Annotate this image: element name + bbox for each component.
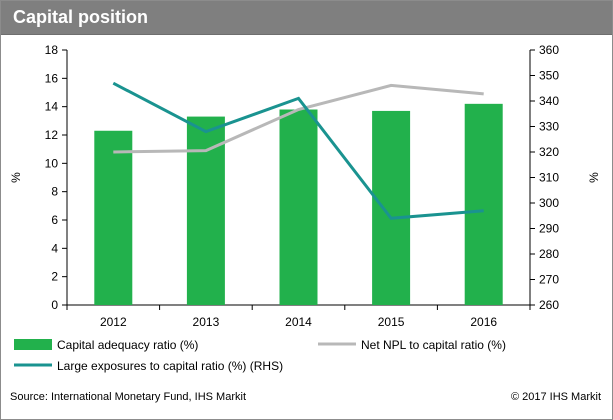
right-tick-label: 340	[539, 94, 559, 108]
right-tick-label: 330	[539, 120, 559, 134]
bar-capital-adequacy	[186, 116, 225, 305]
left-tick-label: 0	[51, 298, 58, 312]
right-axis-label: %	[587, 172, 601, 183]
line-net-npl	[113, 83, 484, 154]
left-tick-label: 14	[45, 100, 59, 114]
bar-capital-adequacy	[372, 110, 411, 306]
right-tick-label: 320	[539, 145, 559, 159]
left-tick-label: 4	[51, 241, 58, 255]
left-tick-label: 8	[51, 185, 58, 199]
right-tick-label: 260	[539, 298, 559, 312]
left-tick-label: 2	[51, 270, 58, 284]
left-tick-label: 12	[45, 128, 59, 142]
right-tick-label: 280	[539, 247, 559, 261]
legend-net-npl-label: Net NPL to capital ratio (%)	[361, 338, 506, 352]
line-large-exposures	[112, 81, 484, 220]
right-tick-label: 300	[539, 196, 559, 210]
right-tick-label: 310	[539, 171, 559, 185]
legend-capital-adequacy-label: Capital adequacy ratio (%)	[57, 338, 198, 352]
left-axis-label: %	[9, 172, 23, 183]
copyright-note: © 2017 IHS Markit	[510, 391, 601, 403]
legend-large-exposures-label: Large exposures to capital ratio (%) (RH…	[57, 359, 283, 373]
right-tick-label: 360	[539, 43, 559, 57]
bar-capital-adequacy	[464, 103, 503, 305]
right-tick-label: 270	[539, 273, 559, 287]
title-bar: Capital position	[1, 1, 612, 35]
left-tick-label: 18	[45, 43, 59, 57]
bar-capital-adequacy	[94, 130, 133, 305]
left-tick-label: 6	[51, 213, 58, 227]
x-tick-label: 2012	[100, 315, 127, 329]
right-tick-label: 350	[539, 69, 559, 83]
left-tick-label: 16	[45, 71, 59, 85]
bar-capital-adequacy	[279, 109, 318, 305]
x-tick-label: 2016	[470, 315, 497, 329]
x-tick-label: 2014	[285, 315, 312, 329]
x-tick-label: 2013	[193, 315, 220, 329]
chart-title: Capital position	[13, 7, 148, 27]
left-tick-label: 10	[45, 156, 59, 170]
legend-capital-adequacy-swatch	[14, 339, 52, 350]
source-note: Source: International Monetary Fund, IHS…	[10, 391, 246, 403]
right-tick-label: 290	[539, 222, 559, 236]
x-tick-label: 2015	[378, 315, 405, 329]
